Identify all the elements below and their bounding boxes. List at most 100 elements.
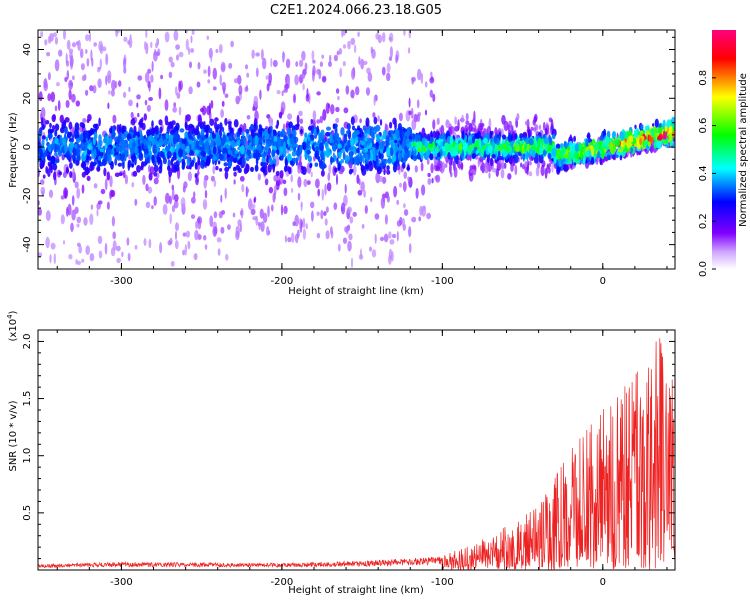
spectrogram-cell <box>435 130 441 140</box>
spectrogram-cell <box>367 72 373 82</box>
spectrogram-cell <box>150 127 156 137</box>
spectrogram-cell <box>298 74 304 84</box>
spectrogram-cell <box>283 187 288 197</box>
spectrogram-cell <box>379 148 384 154</box>
spectrogram-cell <box>77 155 81 162</box>
spectrogram-cell <box>168 56 173 63</box>
spectrogram-cell <box>297 176 302 188</box>
spectrogram-cell <box>259 89 262 100</box>
spectrogram-cell <box>352 131 357 139</box>
spectrogram-cell <box>93 148 97 159</box>
spectrogram-cell <box>89 31 91 43</box>
spectrogram-cell <box>250 166 254 172</box>
spectrogram-cell <box>388 231 392 239</box>
spectrogram-cell <box>261 157 267 163</box>
spectrogram-cell <box>171 184 175 191</box>
spectrogram-cell <box>197 234 202 240</box>
spectrogram-cell <box>294 74 299 86</box>
spectrogram-cell <box>403 209 409 216</box>
spectrogram-cell <box>264 178 269 186</box>
spectrogram-cell <box>262 212 268 224</box>
spectrogram-cell <box>350 156 354 165</box>
spectrogram-cell <box>555 143 561 149</box>
spectrogram-cell <box>547 152 552 159</box>
spectrogram-cell <box>93 131 98 141</box>
spectrogram-cell <box>315 178 320 189</box>
spectrogram-cell <box>71 195 75 206</box>
spectrogram-cell <box>381 32 386 43</box>
spectrogram-cell <box>395 54 398 64</box>
spectrogram-cell <box>145 201 151 208</box>
spectrogram-cell <box>535 166 540 177</box>
spectrogram-cell <box>330 104 335 115</box>
spectrogram-cell <box>374 213 380 220</box>
spectrogram-cell <box>160 74 164 80</box>
spectrogram-cell <box>75 137 81 144</box>
spectrogram-cell <box>152 149 157 154</box>
spectrogram-cell <box>630 136 634 143</box>
spectrogram-cell <box>164 99 169 111</box>
spectrogram-cell <box>338 170 344 175</box>
spectrogram-cell <box>403 203 406 209</box>
spectrogram-cell <box>89 253 95 262</box>
spectrogram-cell <box>295 61 299 67</box>
spectrogram-cell <box>361 165 367 176</box>
spectrogram-cell <box>372 112 376 118</box>
spectrogram-cell <box>60 214 65 225</box>
spectrogram-cell <box>117 138 120 148</box>
spectrogram-cell <box>355 86 360 96</box>
spectrogram-cell <box>145 30 148 39</box>
spectrogram-cell <box>316 68 321 75</box>
spectrogram-cell <box>127 252 131 261</box>
spectrogram-cell <box>310 201 315 209</box>
spectrogram-cell <box>260 221 265 233</box>
spectrogram-cell <box>60 195 65 200</box>
spectrogram-cell <box>191 143 195 148</box>
spectrogram-cell <box>374 233 377 244</box>
spectrogram-cell <box>54 36 59 45</box>
spectrogram-cell <box>56 82 60 87</box>
spectrogram-cell <box>71 134 75 143</box>
spectrogram-cell <box>225 253 229 261</box>
spectrogram-cell <box>417 68 422 81</box>
spectrogram-cell <box>126 237 130 246</box>
spectrogram-cell <box>85 159 90 163</box>
spectrogram-cell <box>430 163 434 174</box>
spectrogram-cell <box>626 139 631 148</box>
spectrogram-cell <box>227 224 231 231</box>
spectrogram-cell <box>445 144 450 155</box>
spectrogram-cell <box>543 121 546 131</box>
spectrogram-cell <box>57 100 61 111</box>
spectrogram-cell <box>480 123 485 127</box>
spectrogram-cell <box>107 102 110 110</box>
spectrogram-cell <box>611 131 616 139</box>
spectrogram-cell <box>358 127 363 138</box>
spectrogram-cell <box>287 146 291 151</box>
spectrogram-cell <box>123 66 127 74</box>
spectrogram-cell <box>220 61 226 72</box>
spectrogram-cell <box>151 120 154 128</box>
spectrogram-cell <box>544 142 548 152</box>
spectrogram-cell <box>110 190 116 197</box>
spectrogram-cell <box>251 49 255 59</box>
spectrogram-cell <box>144 41 147 50</box>
snr-xlabel: Height of straight line (km) <box>288 585 424 596</box>
spectrogram-cell <box>522 153 525 162</box>
spectrogram-cell <box>190 214 196 220</box>
spectrogram-cell <box>633 131 638 139</box>
spectrogram-cell <box>305 223 309 230</box>
spectrogram-cell <box>408 97 411 108</box>
spectrogram-cell <box>209 118 215 127</box>
spectrogram-cell <box>213 179 217 187</box>
spectrogram-cell <box>483 137 488 144</box>
spectrogram-cell <box>330 226 333 235</box>
spectrogram-cell <box>558 158 562 168</box>
spectrogram-cell <box>224 117 228 126</box>
spectrogram-cell <box>228 62 233 69</box>
spectrogram-cell <box>580 150 583 161</box>
spectrogram-cell <box>54 59 60 72</box>
spectrogram-cell <box>101 46 107 52</box>
snr-series-line <box>38 338 675 570</box>
spectrogram-cell <box>336 173 338 186</box>
spectrogram-cell <box>358 56 361 65</box>
